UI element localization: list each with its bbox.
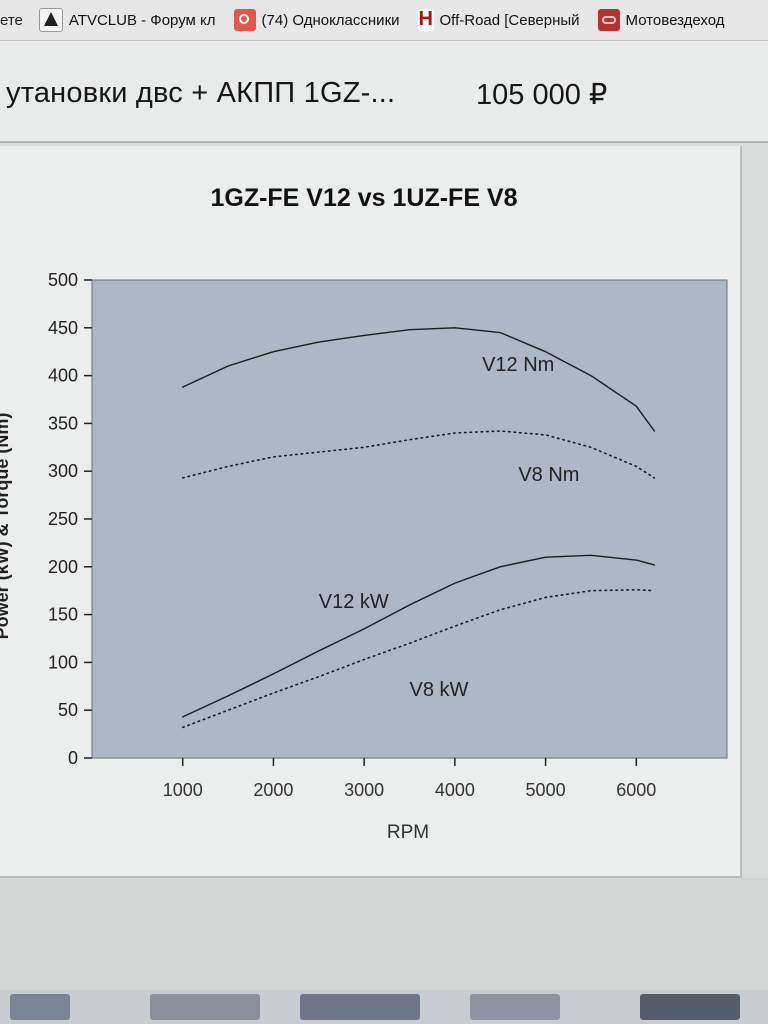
x-axis-label: RPM [387,822,429,843]
taskbar [0,990,768,1024]
bookmark-label: (74) Одноклассники [261,11,400,29]
listing-header: утановки двс + АКПП 1GZ-... 105 000 ₽ [0,41,768,143]
x-tick-label: 3000 [344,780,384,800]
x-tick-label: 1000 [163,780,203,800]
series-annotation: V12 Nm [482,354,554,376]
y-tick-label: 200 [48,557,78,577]
moto-icon [597,9,620,31]
taskbar-item[interactable] [300,994,420,1020]
x-tick-label: 4000 [435,780,475,800]
y-tick-label: 450 [48,318,78,338]
chart-title: 1GZ-FE V12 vs 1UZ-FE V8 [210,184,517,212]
atv-logo-icon [38,8,63,32]
series-v12-kw [181,554,656,718]
listing-title[interactable]: утановки двс + АКПП 1GZ-... [6,77,396,109]
y-tick-label: 500 [48,270,78,290]
series-annotation: V8 Nm [518,464,579,486]
bookmark-offroad[interactable]: Off-Road [Северный [417,8,580,31]
bookmark-label: Off-Road [Северный [439,11,580,29]
bookmark-odnoklassniki[interactable]: (74) Одноклассники [233,9,400,31]
y-tick-label: 350 [48,413,78,433]
plot-area [91,279,728,759]
plot-layer: 0 50 100 150 200 250 300 350 400 450 500 1000 2000 30… [48,270,728,800]
y-tick-label: 400 [48,366,78,386]
bookmark-label: Мотовездеход [625,11,725,29]
y-axis-label: Power (kW) & Torque (Nm) [0,413,12,640]
x-tick-label: 6000 [616,780,656,800]
y-tick-label: 300 [48,461,78,481]
series-v8-nm [181,430,656,479]
y-tick-label: 150 [48,605,78,625]
odnoklassniki-icon [233,9,256,31]
y-tick-label: 250 [48,509,78,529]
y-tick-label: 50 [58,700,78,720]
desktop-area [0,878,768,998]
bookmark-moto[interactable]: Мотовездеход [597,9,725,31]
taskbar-item[interactable] [640,994,740,1020]
series-v12-nm [181,327,656,432]
bookmark-truncated[interactable]: ете [0,12,23,29]
chart-panel: 1GZ-FE V12 vs 1UZ-FE V8 0 50 100 150 200 250 3… [0,146,742,878]
x-tick-label: 2000 [253,780,293,800]
y-tick-label: 0 [68,748,78,768]
series-v8-kw [181,588,656,729]
engine-chart: 1GZ-FE V12 vs 1UZ-FE V8 0 50 100 150 200 250 3… [0,184,728,843]
listing-price: 105 000 ₽ [476,79,608,111]
bookmark-atvclub[interactable]: ATVCLUB - Форум кл [38,8,216,32]
bookmark-label: ATVCLUB - Форум кл [68,11,216,29]
taskbar-item[interactable] [470,994,560,1020]
taskbar-item[interactable] [150,994,260,1020]
series-annotation: V12 kW [319,591,389,613]
taskbar-item[interactable] [10,994,70,1020]
x-tick-label: 5000 [526,780,566,800]
series-annotation: V8 kW [410,679,469,701]
offroad-icon [417,8,434,31]
bookmark-label: ете [0,11,23,29]
bookmarks-bar: ете ATVCLUB - Форум кл (74) Одноклассник… [0,0,768,41]
y-tick-label: 100 [48,652,78,672]
